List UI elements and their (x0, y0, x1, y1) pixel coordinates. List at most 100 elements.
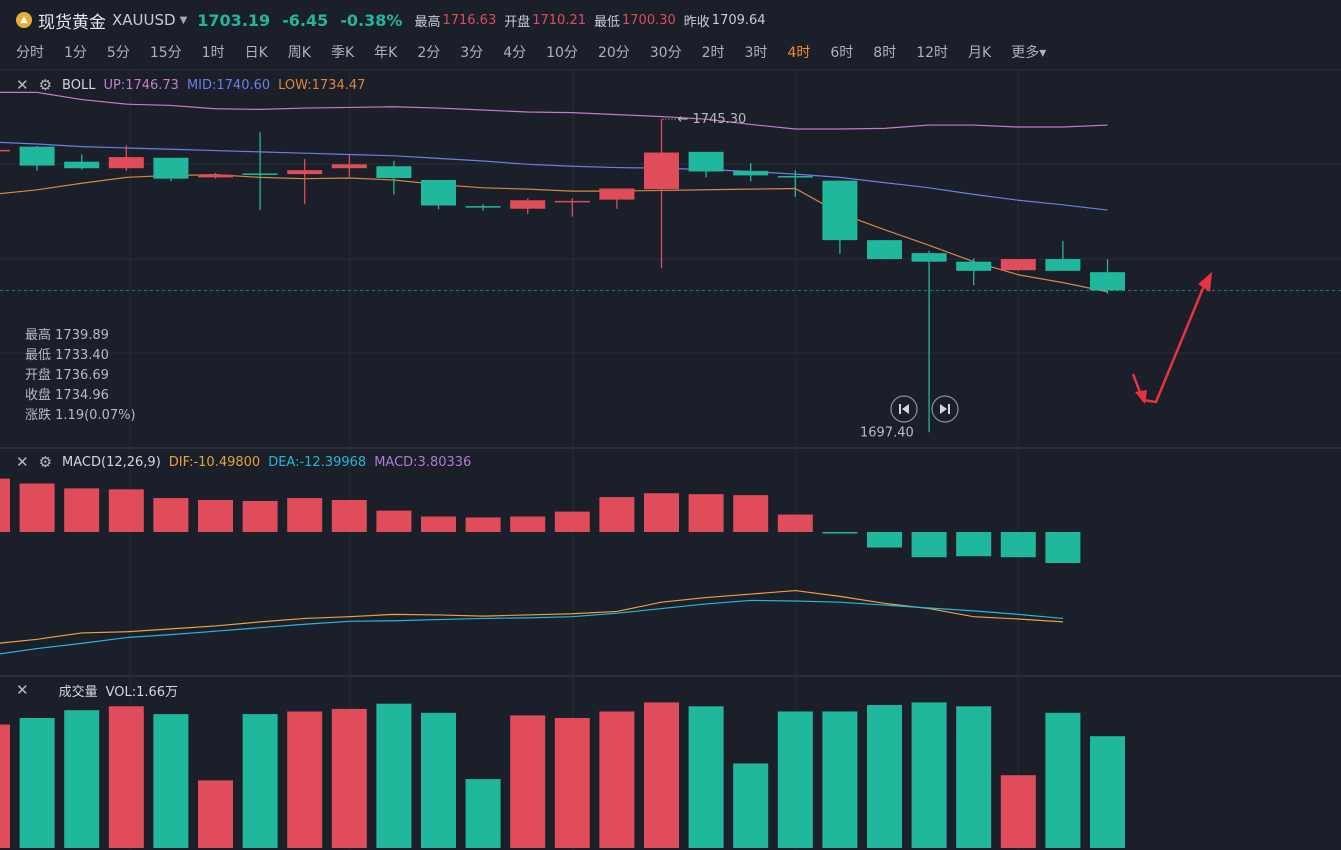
macd-hist-bar (331, 499, 367, 532)
macd-hist-bar (64, 488, 100, 532)
macd-hist-bar (554, 511, 590, 532)
settings-icon[interactable]: ⚙ (38, 453, 53, 471)
close-icon[interactable]: ✕ (16, 76, 29, 94)
boll-up-line (0, 91, 1108, 130)
candle-body (465, 206, 501, 208)
candle-body (153, 157, 189, 179)
volume-bar (822, 711, 858, 848)
macd-hist-bar (376, 510, 412, 532)
ohlc-close-value: 1734.96 (55, 388, 109, 403)
prev-close-value: 1709.64 (711, 12, 766, 28)
instrument-name[interactable]: 现货黄金 (38, 12, 106, 33)
ohlc-chg-row: 涨跌 1.19(0.07%) (25, 406, 136, 426)
timeframe-13[interactable]: 20分 (597, 45, 630, 61)
timeframe-10[interactable]: 3分 (460, 45, 484, 61)
ohlc-high-value: 1739.89 (55, 328, 109, 343)
timeframe-12[interactable]: 10分 (546, 45, 578, 61)
timeframe-6[interactable]: 周K (287, 45, 311, 61)
volume-bar (198, 780, 233, 848)
candle-body (64, 161, 100, 169)
candle-body (1090, 272, 1125, 291)
macd-hist-bar (153, 498, 189, 532)
timeframe-2[interactable]: 5分 (106, 45, 130, 61)
ohlc-chg-value: 1.19(0.07%) (55, 408, 136, 423)
volume-bar (64, 710, 100, 848)
macd-hist-bar (198, 499, 233, 532)
volume-bar (153, 714, 189, 848)
settings-icon[interactable]: ⚙ (38, 76, 53, 94)
candle-body (421, 179, 456, 206)
timeframe-18[interactable]: 6时 (830, 45, 854, 61)
forecast-arrow-head (1135, 390, 1147, 404)
volume-bar (242, 714, 278, 848)
ohlc-open-row: 开盘 1736.69 (25, 366, 136, 386)
candle-body (554, 200, 590, 203)
candle-body (376, 166, 412, 179)
ohlc-open-value: 1736.69 (55, 368, 109, 383)
timeframe-7[interactable]: 季K (330, 45, 355, 61)
boll-up-value: UP:1746.73 (103, 77, 179, 93)
timeframe-22[interactable]: 更多▾ (1011, 45, 1047, 61)
macd-hist-bar (1045, 532, 1081, 564)
macd-dea-line (0, 599, 1063, 655)
timeframe-21[interactable]: 月K (968, 45, 992, 61)
volume-bar (287, 711, 323, 848)
volume-value: VOL:1.66万 (105, 684, 179, 700)
volume-bar (733, 763, 769, 848)
volume-bar (376, 703, 412, 848)
timeframe-14[interactable]: 30分 (649, 45, 682, 61)
timeframe-8[interactable]: 年K (374, 45, 398, 61)
volume-bar (688, 706, 724, 848)
forecast-arrow (1131, 280, 1208, 404)
macd-hist-bar (242, 500, 278, 532)
timeframe-16[interactable]: 3时 (744, 45, 768, 61)
volume-bar (1045, 712, 1081, 848)
macd-dif-value: DIF:-10.49800 (168, 454, 261, 470)
macd-hist-bar (911, 532, 947, 558)
macd-hist-bar (777, 514, 813, 532)
timeframe-3[interactable]: 15分 (149, 45, 182, 61)
timeframe-20[interactable]: 12时 (916, 45, 949, 61)
low-value: 1700.30 (622, 12, 676, 28)
timeframe-19[interactable]: 8时 (873, 45, 897, 61)
max-price-label: ← 1745.30 (678, 112, 747, 127)
ohlc-low-label: 最低 (25, 348, 52, 363)
timeframe-5[interactable]: 日K (244, 45, 268, 61)
volume-bar (956, 706, 992, 848)
ohlc-open-label: 开盘 (25, 368, 52, 383)
candle-body (956, 261, 992, 271)
timeframe-0[interactable]: 分时 (16, 45, 44, 61)
macd-header: ✕ ⚙ MACD(12,26,9) DIF:-10.49800 DEA:-12.… (16, 453, 479, 471)
price-change-pct: -0.38% (340, 10, 403, 30)
timeframe-4[interactable]: 1时 (201, 45, 225, 61)
macd-hist-bar (19, 483, 55, 532)
timeframe-9[interactable]: 2分 (417, 45, 441, 61)
volume-bar (599, 711, 635, 848)
macd-label: MACD(12,26,9) (62, 454, 161, 470)
macd-dea-value: DEA:-12.39968 (268, 454, 367, 470)
volume-header: ✕ 成交量 VOL:1.66万 (16, 681, 186, 700)
macd-dif-line (0, 589, 1063, 644)
open-label: 开盘 (504, 14, 531, 30)
timeframe-17[interactable]: 4时 (787, 45, 811, 61)
high-value: 1716.63 (442, 12, 497, 28)
volume-bar (644, 702, 679, 848)
prev-glyph (899, 404, 909, 414)
timeframe-1[interactable]: 1分 (64, 45, 87, 61)
macd-hist-bar (644, 493, 679, 532)
candle-body (1045, 259, 1081, 271)
instrument-symbol[interactable]: XAUUSD (112, 11, 176, 29)
volume-bar (1090, 736, 1125, 848)
close-icon[interactable]: ✕ (16, 453, 29, 471)
macd-hist-bar (867, 532, 902, 548)
timeframe-11[interactable]: 4分 (503, 45, 527, 61)
macd-hist-bar (733, 495, 769, 532)
macd-hist-bar (822, 532, 858, 534)
timeframe-15[interactable]: 2时 (701, 45, 725, 61)
close-icon[interactable]: ✕ (16, 681, 29, 699)
volume-bar (510, 715, 546, 848)
price-change: -6.45 (282, 10, 329, 30)
chevron-down-icon[interactable]: ▼ (179, 14, 188, 26)
volume-bar (19, 718, 55, 848)
